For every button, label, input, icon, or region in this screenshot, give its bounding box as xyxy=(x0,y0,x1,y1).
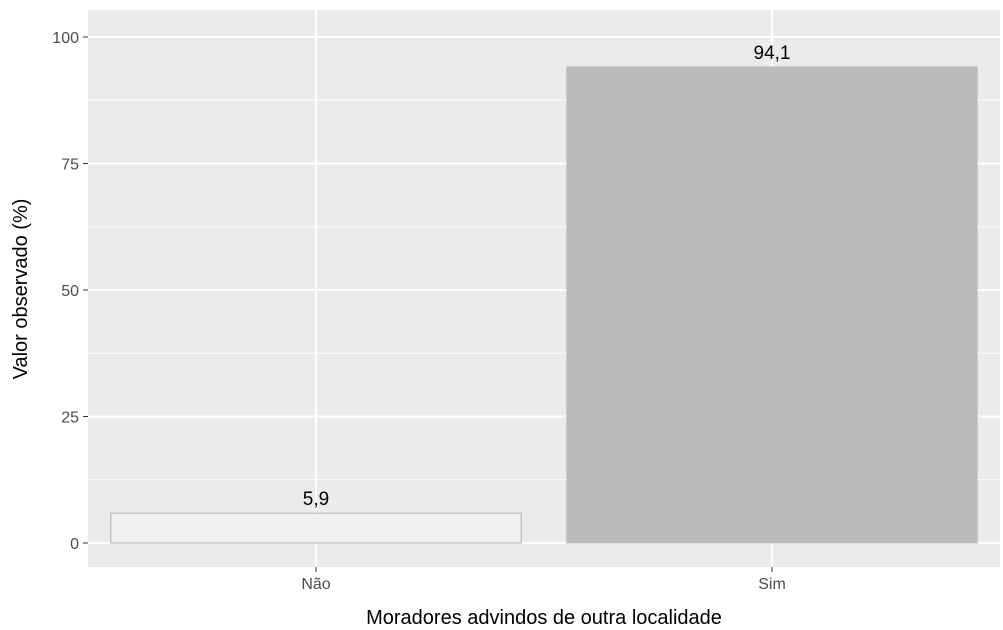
data-label-1: 5,9 xyxy=(303,489,329,510)
x-tick-label: Sim xyxy=(758,576,786,593)
bar-2 xyxy=(566,66,978,544)
y-axis-title: Valor observado (%) xyxy=(10,199,32,380)
bars xyxy=(110,66,978,544)
y-tick-label: 25 xyxy=(61,410,79,427)
x-axis: Não Sim xyxy=(301,567,786,593)
data-labels: 5,9 94,1 xyxy=(303,43,791,510)
data-label-2: 94,1 xyxy=(754,43,791,64)
y-tick-label: 50 xyxy=(61,283,79,300)
x-axis-title: Moradores advindos de outra localidade xyxy=(366,607,722,629)
bar-1 xyxy=(110,512,522,544)
x-tick-label: Não xyxy=(301,576,330,593)
y-tick-label: 75 xyxy=(61,157,79,174)
y-tick-label: 0 xyxy=(70,536,79,553)
y-axis: 0 25 50 75 100 xyxy=(52,30,88,553)
y-tick-label: 100 xyxy=(52,30,79,47)
